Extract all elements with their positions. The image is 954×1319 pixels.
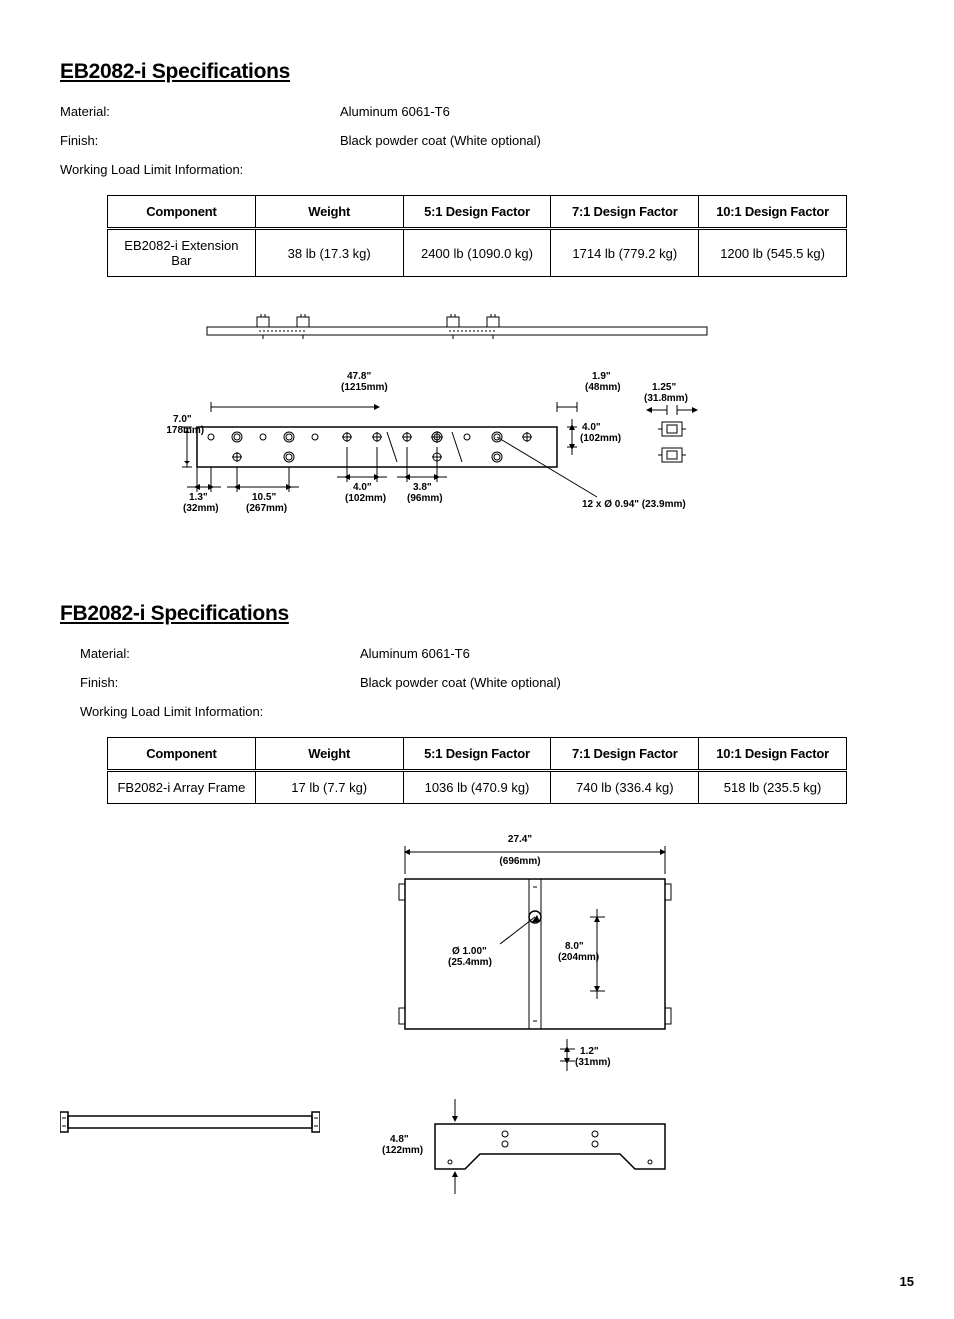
- fb-diagram: 27.4" (696mm): [60, 834, 894, 1219]
- fb-td-df7: 740 lb (336.4 kg): [551, 771, 699, 804]
- eb-material-value: Aluminum 6061-T6: [340, 104, 894, 119]
- eb-finish-value: Black powder coat (White optional): [340, 133, 894, 148]
- svg-text:(102mm): (102mm): [345, 493, 386, 504]
- fb-spec-table: Component Weight 5:1 Design Factor 7:1 D…: [107, 737, 847, 804]
- fb-td-component: FB2082-i Array Frame: [108, 771, 256, 804]
- svg-text:(48mm): (48mm): [585, 382, 621, 393]
- svg-text:10.5": 10.5": [252, 492, 276, 503]
- eb-material-row: Material: Aluminum 6061-T6: [60, 104, 894, 119]
- eb-td-df10: 1200 lb (545.5 kg): [699, 229, 847, 277]
- fb-th-df10: 10:1 Design Factor: [699, 738, 847, 771]
- svg-text:8.0": 8.0": [565, 941, 584, 952]
- svg-text:4.0": 4.0": [353, 482, 372, 493]
- svg-text:(696mm): (696mm): [499, 856, 540, 867]
- fb-td-weight: 17 lb (7.7 kg): [255, 771, 403, 804]
- fb-finish-value: Black powder coat (White optional): [360, 675, 894, 690]
- svg-text:7.0": 7.0": [173, 414, 192, 425]
- eb-spec-table: Component Weight 5:1 Design Factor 7:1 D…: [107, 195, 847, 277]
- eb-table-header-row: Component Weight 5:1 Design Factor 7:1 D…: [108, 196, 847, 229]
- fb-table-row: FB2082-i Array Frame 17 lb (7.7 kg) 1036…: [108, 771, 847, 804]
- svg-text:(32mm): (32mm): [183, 503, 219, 514]
- eb-diagram: 7.0" (178mm): [60, 307, 894, 542]
- eb-finish-row: Finish: Black powder coat (White optiona…: [60, 133, 894, 148]
- fb-th-df5: 5:1 Design Factor: [403, 738, 551, 771]
- fb-material-row: Material: Aluminum 6061-T6: [80, 646, 894, 661]
- svg-text:1.9": 1.9": [592, 371, 611, 382]
- fb-right-views: 27.4" (696mm): [360, 834, 740, 1219]
- svg-text:27.4": 27.4": [508, 834, 532, 845]
- svg-text:1.25": 1.25": [652, 382, 676, 393]
- svg-text:1.2": 1.2": [580, 1046, 599, 1057]
- svg-text:(25.4mm): (25.4mm): [448, 957, 492, 968]
- fb-table-header-row: Component Weight 5:1 Design Factor 7:1 D…: [108, 738, 847, 771]
- eb-section: EB2082-i Specifications Material: Alumin…: [60, 60, 894, 542]
- eb-th-weight: Weight: [255, 196, 403, 229]
- eb-th-component: Component: [108, 196, 256, 229]
- eb-td-df7: 1714 lb (779.2 kg): [551, 229, 699, 277]
- fb-th-component: Component: [108, 738, 256, 771]
- fb-bar-svg: [60, 1104, 320, 1144]
- eb-material-label: Material:: [60, 104, 340, 119]
- svg-text:(31mm): (31mm): [575, 1057, 611, 1068]
- fb-th-df7: 7:1 Design Factor: [551, 738, 699, 771]
- fb-finish-label: Finish:: [80, 675, 360, 690]
- fb-wll-label: Working Load Limit Information:: [80, 704, 894, 719]
- eb-th-df7: 7:1 Design Factor: [551, 196, 699, 229]
- eb-th-df5: 5:1 Design Factor: [403, 196, 551, 229]
- fb-frame-svg: 27.4" (696mm): [360, 834, 740, 1214]
- page-number: 15: [900, 1274, 914, 1289]
- eb-td-component: EB2082-i Extension Bar: [108, 229, 256, 277]
- fb-td-df5: 1036 lb (470.9 kg): [403, 771, 551, 804]
- fb-material-label: Material:: [80, 646, 360, 661]
- svg-text:Ø 1.00": Ø 1.00": [452, 946, 487, 957]
- eb-wll-label: Working Load Limit Information:: [60, 162, 894, 177]
- eb-diagram-svg: 7.0" (178mm): [167, 307, 787, 537]
- fb-finish-row: Finish: Black powder coat (White optiona…: [80, 675, 894, 690]
- svg-text:47.8": 47.8": [347, 371, 371, 382]
- svg-text:(96mm): (96mm): [407, 493, 443, 504]
- eb-td-df5: 2400 lb (1090.0 kg): [403, 229, 551, 277]
- fb-material-value: Aluminum 6061-T6: [360, 646, 894, 661]
- svg-text:4.8": 4.8": [390, 1134, 409, 1145]
- eb-title: EB2082-i Specifications: [60, 60, 894, 84]
- eb-td-weight: 38 lb (17.3 kg): [255, 229, 403, 277]
- svg-text:1.3": 1.3": [189, 492, 208, 503]
- svg-text:(102mm): (102mm): [580, 433, 621, 444]
- svg-text:(122mm): (122mm): [382, 1145, 423, 1156]
- svg-text:3.8": 3.8": [413, 482, 432, 493]
- svg-text:4.0": 4.0": [582, 422, 601, 433]
- eb-th-df10: 10:1 Design Factor: [699, 196, 847, 229]
- fb-th-weight: Weight: [255, 738, 403, 771]
- fb-section: FB2082-i Specifications Material: Alumin…: [60, 602, 894, 1219]
- eb-table-row: EB2082-i Extension Bar 38 lb (17.3 kg) 2…: [108, 229, 847, 277]
- svg-text:(204mm): (204mm): [558, 952, 599, 963]
- svg-text:(31.8mm): (31.8mm): [644, 393, 688, 404]
- svg-text:12 x Ø 0.94" (23.9mm): 12 x Ø 0.94" (23.9mm): [582, 499, 686, 510]
- svg-text:(267mm): (267mm): [246, 503, 287, 514]
- fb-title: FB2082-i Specifications: [60, 602, 894, 626]
- eb-finish-label: Finish:: [60, 133, 340, 148]
- fb-td-df10: 518 lb (235.5 kg): [699, 771, 847, 804]
- svg-text:(1215mm): (1215mm): [341, 382, 388, 393]
- fb-left-view: [60, 1104, 320, 1149]
